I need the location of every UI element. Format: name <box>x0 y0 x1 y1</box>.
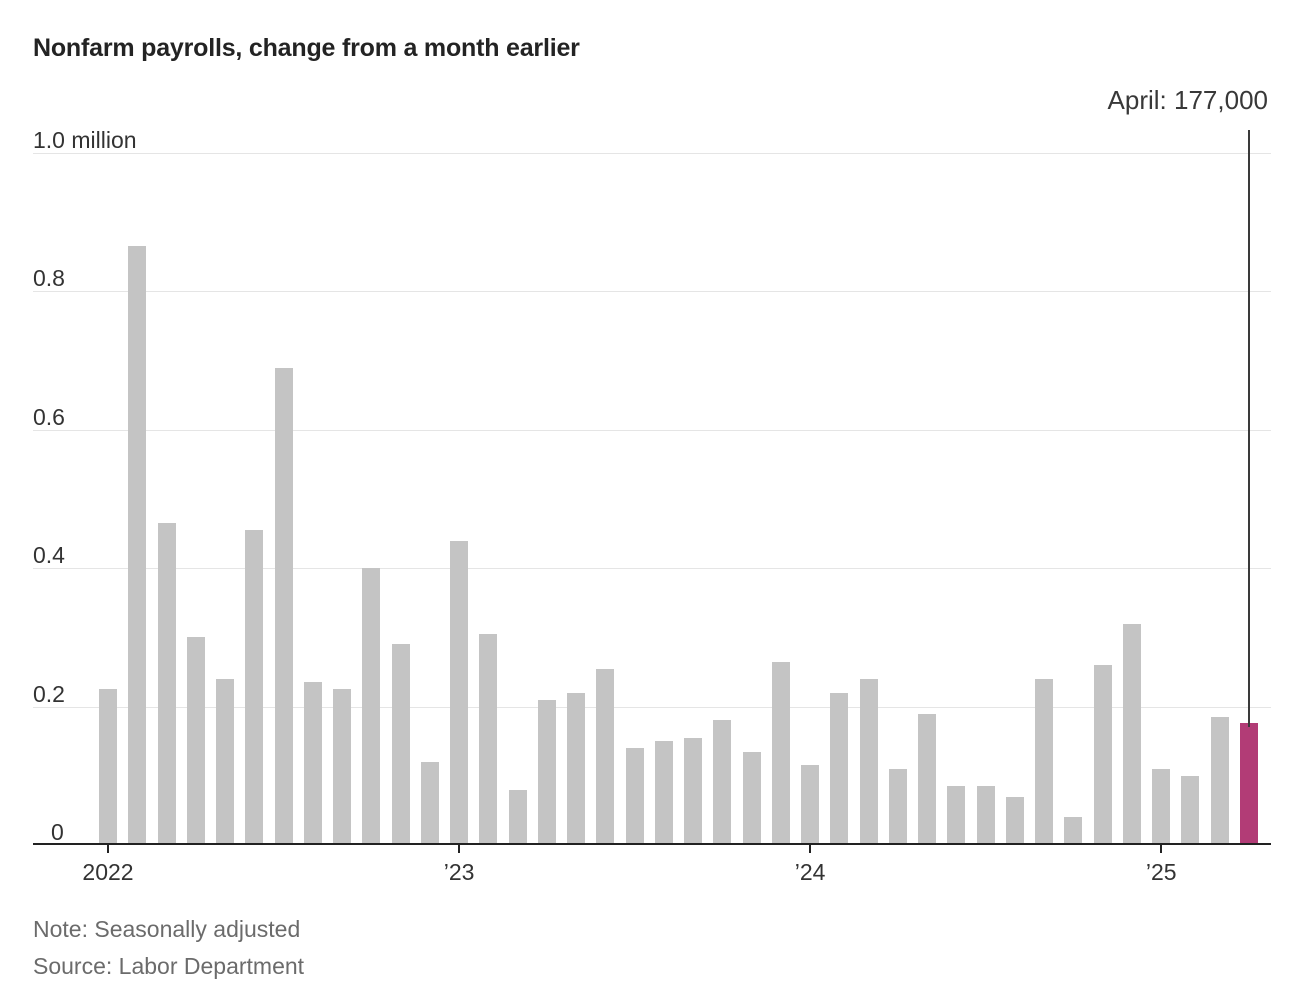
y-axis-label-0.2: 0.2 <box>33 680 65 707</box>
y-axis-label-0.8: 0.8 <box>33 265 65 292</box>
bar-feb-2024 <box>830 692 849 845</box>
note-text: Note: Seasonally adjusted <box>33 916 301 942</box>
bar-oct-2024 <box>1064 817 1083 845</box>
bar-sep-2024 <box>1035 678 1054 845</box>
bar-dec-2024 <box>1122 623 1141 845</box>
source-text: Source: Labor Department <box>33 953 305 979</box>
bar-may-2024 <box>918 713 937 845</box>
bar-jan-2022 <box>99 689 117 845</box>
bar-jun-2022 <box>245 530 264 845</box>
bar-jun-2024 <box>947 786 966 845</box>
bar-mar-2024 <box>859 678 878 845</box>
x-tick-2022 <box>107 845 109 853</box>
bar-feb-2025 <box>1181 775 1200 845</box>
bar-may-2022 <box>216 678 235 845</box>
chart-title: Nonfarm payrolls, change from a month ea… <box>33 34 580 62</box>
y-axis-label-0.6: 0.6 <box>33 403 65 430</box>
x-axis-label-23: ’23 <box>443 859 475 885</box>
y-axis-label-0.4: 0.4 <box>33 542 65 569</box>
x-tick-23 <box>458 845 461 853</box>
x-axis-label-2022: 2022 <box>82 859 134 885</box>
gridline-600 <box>33 429 1271 431</box>
bar-nov-2024 <box>1093 665 1112 845</box>
gridline-1000 <box>33 153 1271 154</box>
annotation-callout-line <box>1247 130 1250 727</box>
bar-highlighted-apr-2025 <box>1239 722 1258 845</box>
bar-jun-2023 <box>596 668 615 845</box>
bar-mar-2025 <box>1210 716 1229 845</box>
bar-jan-2025 <box>1152 768 1171 845</box>
bar-aug-2024 <box>1005 796 1024 845</box>
gridline-800 <box>33 291 1271 293</box>
gridline-400 <box>33 568 1271 570</box>
bar-oct-2022 <box>362 568 381 845</box>
bar-jan-2024 <box>801 765 820 845</box>
bar-sep-2023 <box>684 737 703 845</box>
x-tick-24 <box>809 845 812 853</box>
x-axis-label-24: ’24 <box>794 859 826 885</box>
bar-nov-2022 <box>391 644 410 845</box>
bar-apr-2023 <box>537 699 556 845</box>
bar-apr-2022 <box>186 637 205 845</box>
bar-dec-2022 <box>420 761 439 845</box>
annotation-label: April: 177,000 <box>1107 85 1268 115</box>
bar-aug-2023 <box>654 741 673 845</box>
bar-apr-2024 <box>888 768 907 845</box>
bar-dec-2023 <box>771 661 790 845</box>
bar-mar-2023 <box>508 789 527 845</box>
plot-area <box>33 153 1271 845</box>
bar-jul-2023 <box>625 748 644 845</box>
bar-mar-2022 <box>157 523 176 845</box>
bar-sep-2022 <box>333 689 352 845</box>
y-axis-label-0: 0 <box>51 819 64 845</box>
bar-may-2023 <box>567 692 586 845</box>
bar-aug-2022 <box>303 682 322 845</box>
bar-jul-2024 <box>976 786 995 845</box>
y-axis-label-1.0-million: 1.0 million <box>33 127 137 153</box>
x-tick-25 <box>1160 845 1163 853</box>
x-axis-line <box>33 843 1271 845</box>
bar-feb-2022 <box>128 246 147 845</box>
gridline-200 <box>33 706 1271 708</box>
bar-nov-2023 <box>742 751 761 845</box>
bar-feb-2023 <box>479 633 498 845</box>
x-axis-label-25: ’25 <box>1145 859 1177 885</box>
bar-oct-2023 <box>713 720 732 845</box>
bar-jul-2022 <box>274 367 293 845</box>
bar-jan-2023 <box>450 540 469 845</box>
